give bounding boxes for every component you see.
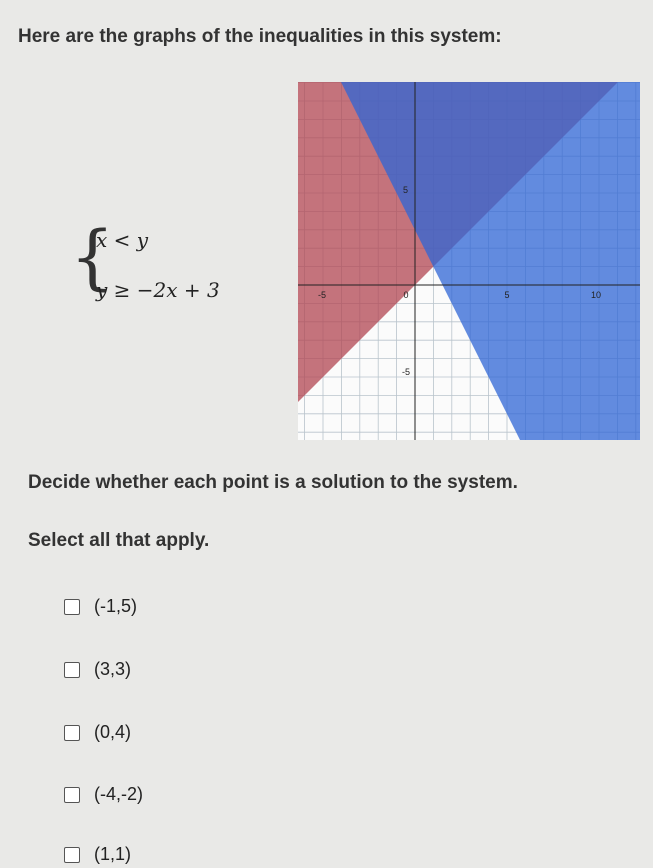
- brace: {: [70, 216, 115, 298]
- checkbox[interactable]: [64, 846, 80, 863]
- checkbox[interactable]: [64, 598, 80, 615]
- x-tick-label: 10: [591, 290, 601, 300]
- select-label: Select all that apply.: [28, 530, 210, 551]
- checkbox[interactable]: [64, 786, 80, 803]
- option-label: (-4,-2): [94, 784, 143, 804]
- option[interactable]: (-4,-2): [64, 784, 143, 805]
- option[interactable]: (1,1): [64, 844, 131, 865]
- option-label: (1,1): [94, 844, 132, 864]
- option-label: (-1,5): [94, 596, 138, 616]
- region-x-less-y: [298, 82, 618, 402]
- option[interactable]: (-1,5): [64, 596, 137, 617]
- x-tick-label: -5: [318, 290, 326, 300]
- prompt: Here are the graphs of the inequalities …: [18, 26, 502, 47]
- y-tick-label: 5: [403, 185, 408, 195]
- option-label: (0,4): [94, 722, 132, 742]
- region-y-ge: [341, 82, 640, 440]
- option[interactable]: (0,4): [64, 722, 131, 743]
- checkbox[interactable]: [64, 661, 80, 678]
- y-tick-label: -5: [402, 367, 410, 377]
- x-tick-label: 5: [504, 290, 509, 300]
- x-tick-label: 0: [403, 290, 408, 300]
- option-label: (3,3): [94, 659, 132, 679]
- inequality: y ≥ −2x + 3: [96, 278, 220, 302]
- option[interactable]: (3,3): [64, 659, 131, 680]
- instruction: Decide whether each point is a solution …: [28, 472, 518, 493]
- inequality: x < y: [96, 228, 149, 252]
- checkbox[interactable]: [64, 724, 80, 741]
